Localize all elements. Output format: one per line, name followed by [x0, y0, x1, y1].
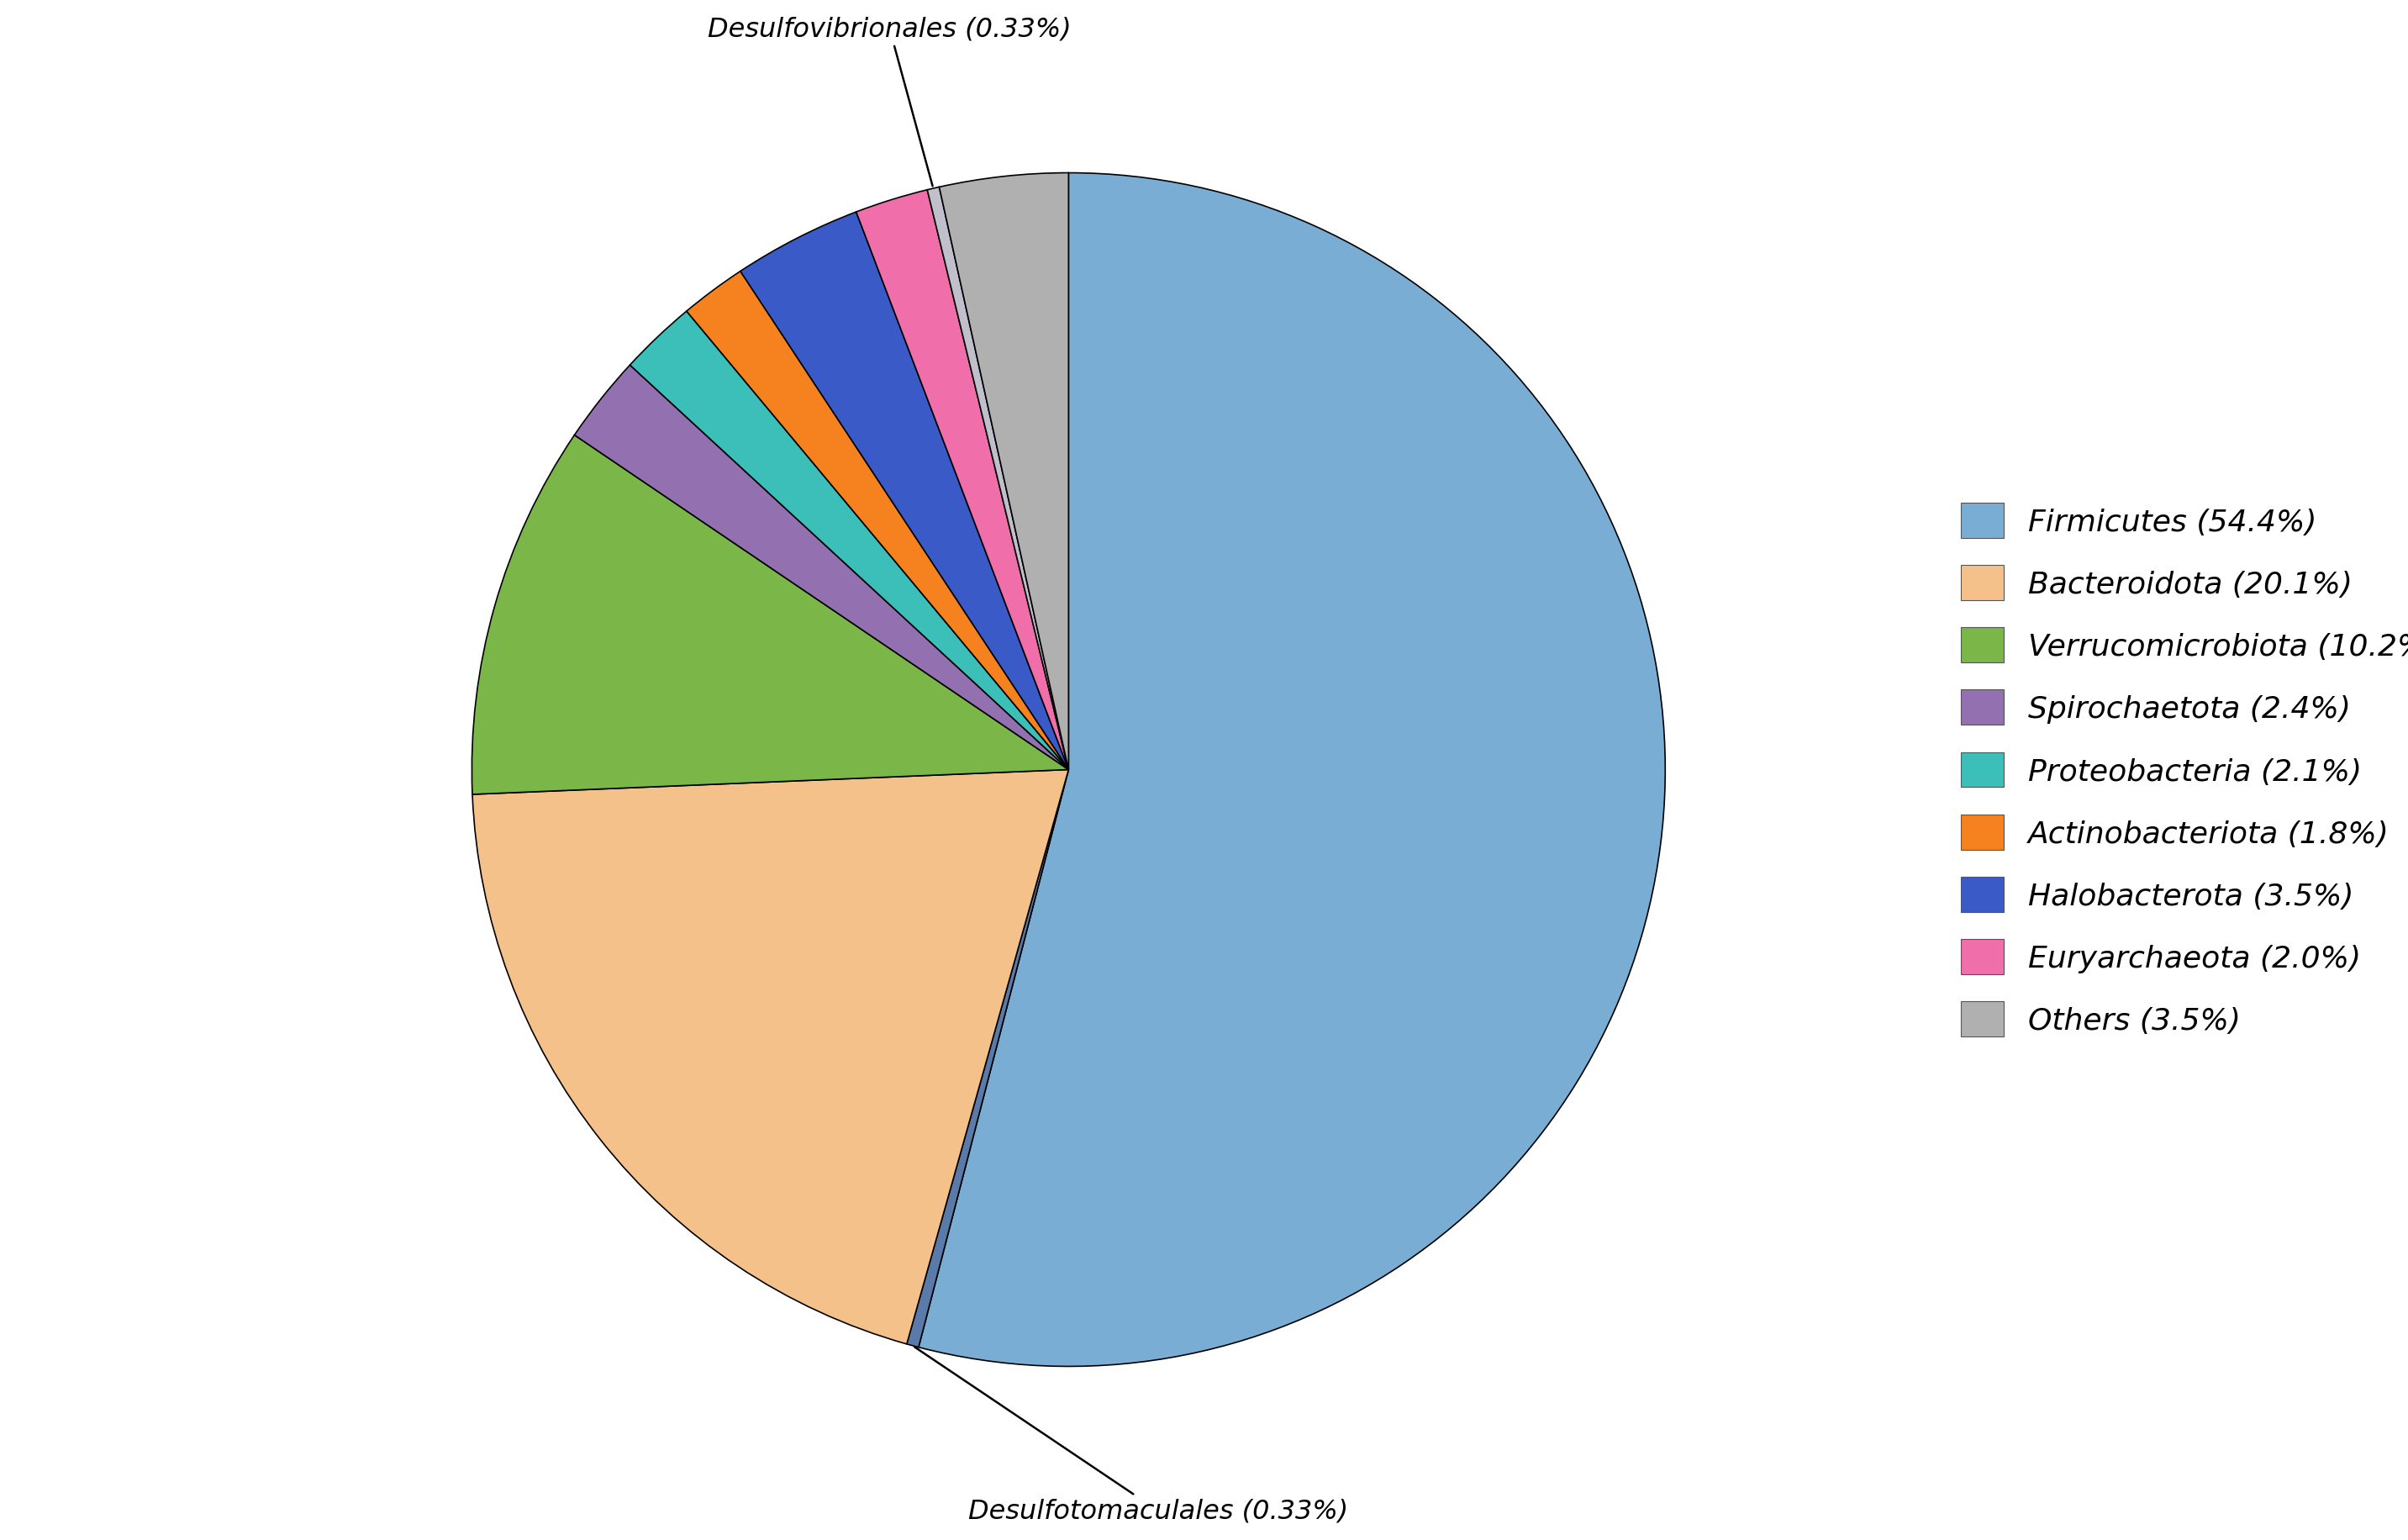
- Wedge shape: [631, 311, 1069, 770]
- Wedge shape: [908, 770, 1069, 1348]
- Wedge shape: [939, 174, 1069, 770]
- Text: Desulfotomaculales (0.33%): Desulfotomaculales (0.33%): [915, 1348, 1348, 1523]
- Legend: Firmicutes (54.4%), Bacteroidota (20.1%), Verrucomicrobiota (10.2%), Spirochaeto: Firmicutes (54.4%), Bacteroidota (20.1%)…: [1948, 491, 2408, 1049]
- Wedge shape: [927, 188, 1069, 770]
- Wedge shape: [739, 213, 1069, 770]
- Wedge shape: [857, 191, 1069, 770]
- Text: Desulfovibrionales (0.33%): Desulfovibrionales (0.33%): [708, 17, 1072, 186]
- Wedge shape: [917, 174, 1666, 1366]
- Wedge shape: [472, 436, 1069, 795]
- Wedge shape: [576, 365, 1069, 770]
- Wedge shape: [472, 770, 1069, 1344]
- Wedge shape: [686, 273, 1069, 770]
